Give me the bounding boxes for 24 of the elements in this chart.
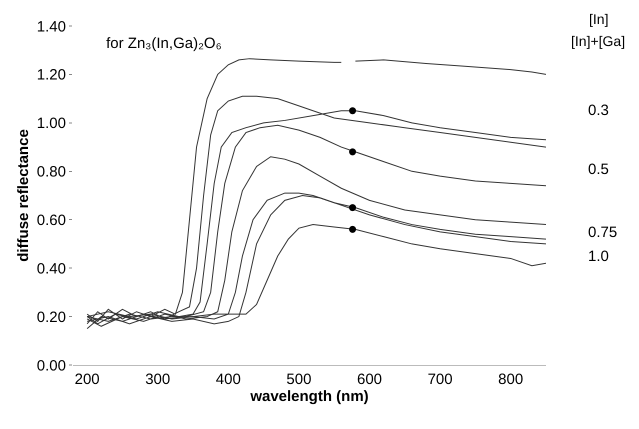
text: 1.0 xyxy=(588,248,609,265)
x-tick-label: 600 xyxy=(356,371,382,388)
y-tick-label: 1.40 xyxy=(36,18,66,36)
y-tick-label: 0.40 xyxy=(36,260,66,278)
x-tick-label: 400 xyxy=(216,371,241,388)
text: [In]+[Ga] xyxy=(571,33,626,49)
text: 0.75 xyxy=(588,224,618,241)
y-tick-label: 0.60 xyxy=(36,212,66,229)
y-tick-label: 0.80 xyxy=(36,164,66,181)
y-tick-label: 1.00 xyxy=(36,115,66,132)
y-tick-label: 0.20 xyxy=(36,308,66,326)
text: 0.3 xyxy=(588,102,609,119)
x-tick-label: 700 xyxy=(428,371,453,388)
x-tick-label: 300 xyxy=(145,371,170,388)
x-axis-title: wavelength (nm) xyxy=(249,388,369,405)
text: for Zn₃(In,Ga)₂O₆ xyxy=(106,35,222,52)
text: 0.5 xyxy=(588,161,609,178)
text: [In] xyxy=(589,11,608,27)
x-tick-label: 500 xyxy=(286,371,312,388)
y-axis-title: diffuse reflectance xyxy=(15,129,32,262)
x-tick-label: 200 xyxy=(74,371,100,388)
y-tick-label: 0.00 xyxy=(36,357,66,374)
x-tick-label: 800 xyxy=(498,371,524,388)
y-tick-label: 1.20 xyxy=(36,66,66,84)
